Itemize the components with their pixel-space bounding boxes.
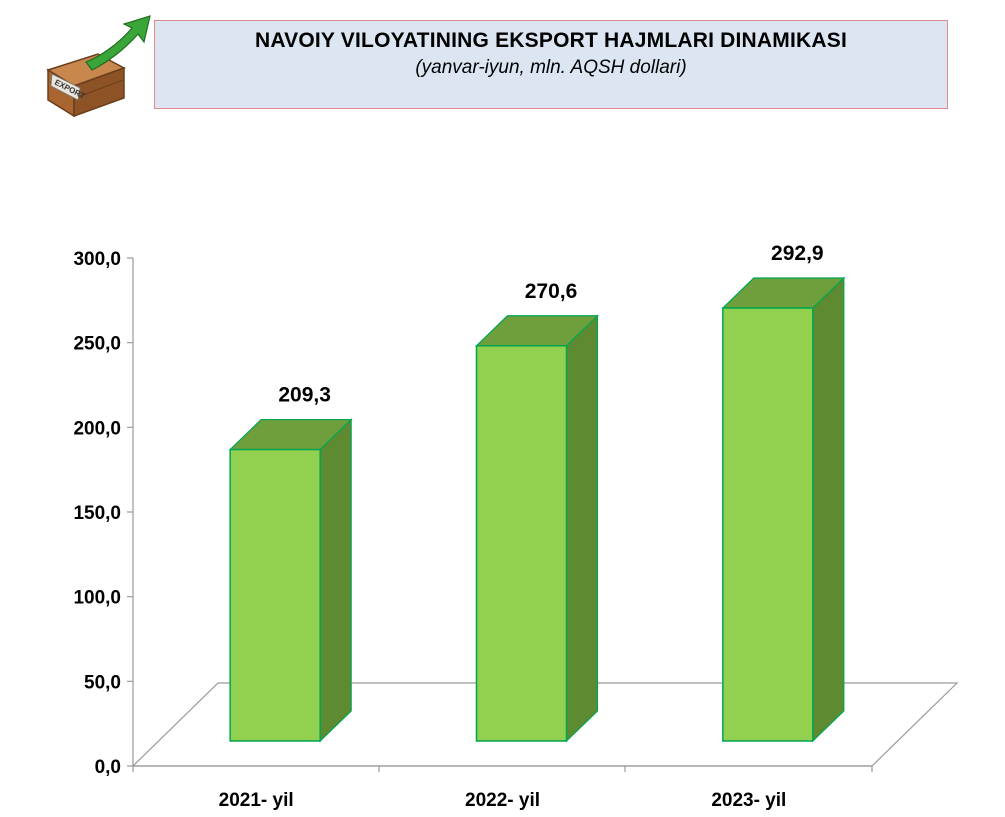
bar-side (565, 314, 599, 743)
title-box: NAVOIY VILOYATINING EKSPORT HAJMLARI DIN… (154, 20, 948, 109)
y-tick-label: 300,0 (73, 249, 121, 270)
y-tick-label: 250,0 (73, 334, 121, 355)
bar-3 (721, 276, 846, 743)
bar-2 (475, 314, 599, 743)
export-box-icon: EXPORT (46, 15, 151, 118)
y-tick-label: 0,0 (95, 757, 121, 778)
chart-subtitle: (yanvar-iyun, mln. AQSH dollari) (415, 57, 687, 78)
bar-side (319, 418, 352, 743)
x-tick-label: 2022- yil (465, 790, 540, 811)
bar-front (229, 448, 321, 742)
y-tick-label: 150,0 (73, 503, 121, 524)
y-tick-label: 100,0 (73, 588, 121, 609)
bar-side (812, 276, 845, 743)
bar-1 (228, 418, 353, 743)
chart-title: NAVOIY VILOYATINING EKSPORT HAJMLARI DIN… (254, 29, 847, 52)
y-tick-label: 50,0 (84, 672, 121, 693)
bar-front (475, 345, 568, 742)
x-tick-label: 2023- yil (711, 790, 786, 811)
y-tick-label: 200,0 (73, 418, 121, 439)
data-label: 292,9 (771, 242, 824, 265)
x-tick-label: 2021- yil (219, 790, 294, 811)
data-label: 270,6 (525, 280, 578, 303)
bar-front (722, 307, 814, 742)
data-label: 209,3 (278, 384, 331, 407)
